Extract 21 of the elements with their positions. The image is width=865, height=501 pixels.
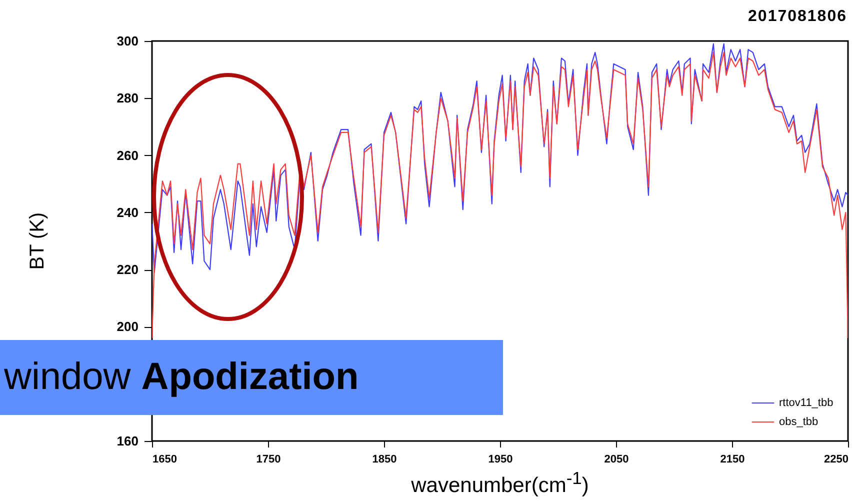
y-tick-label: 300 [116,34,138,48]
x-tick-label: 2150 [720,454,745,466]
x-tick-label: 2050 [604,454,629,466]
x-axis-title: wavenumber(cm$^{-1}$) [411,468,589,498]
x-tick-label: 1750 [256,454,281,466]
x-tick-label: 1850 [372,454,397,466]
y-tick-label: 280 [116,90,138,106]
x-tick-label: 1650 [152,454,177,466]
y-tick-label: 260 [116,148,138,163]
y-axis-title: BT (K) [26,212,50,270]
legend-label: rttov11_tbb [779,397,834,409]
text: 2017081806 [748,8,847,26]
y-tick-label: 220 [116,262,138,278]
legend-label: obs_tbb [779,416,818,428]
y-tick-label: 200 [116,319,138,334]
y-tick-label: 240 [116,204,138,220]
line-series [152,52,848,339]
x-tick-label: 2250 [824,454,848,466]
x-tick-label: 1950 [488,454,513,466]
y-tick-label: 160 [116,434,138,448]
caption-box: window Apodization [0,340,503,415]
